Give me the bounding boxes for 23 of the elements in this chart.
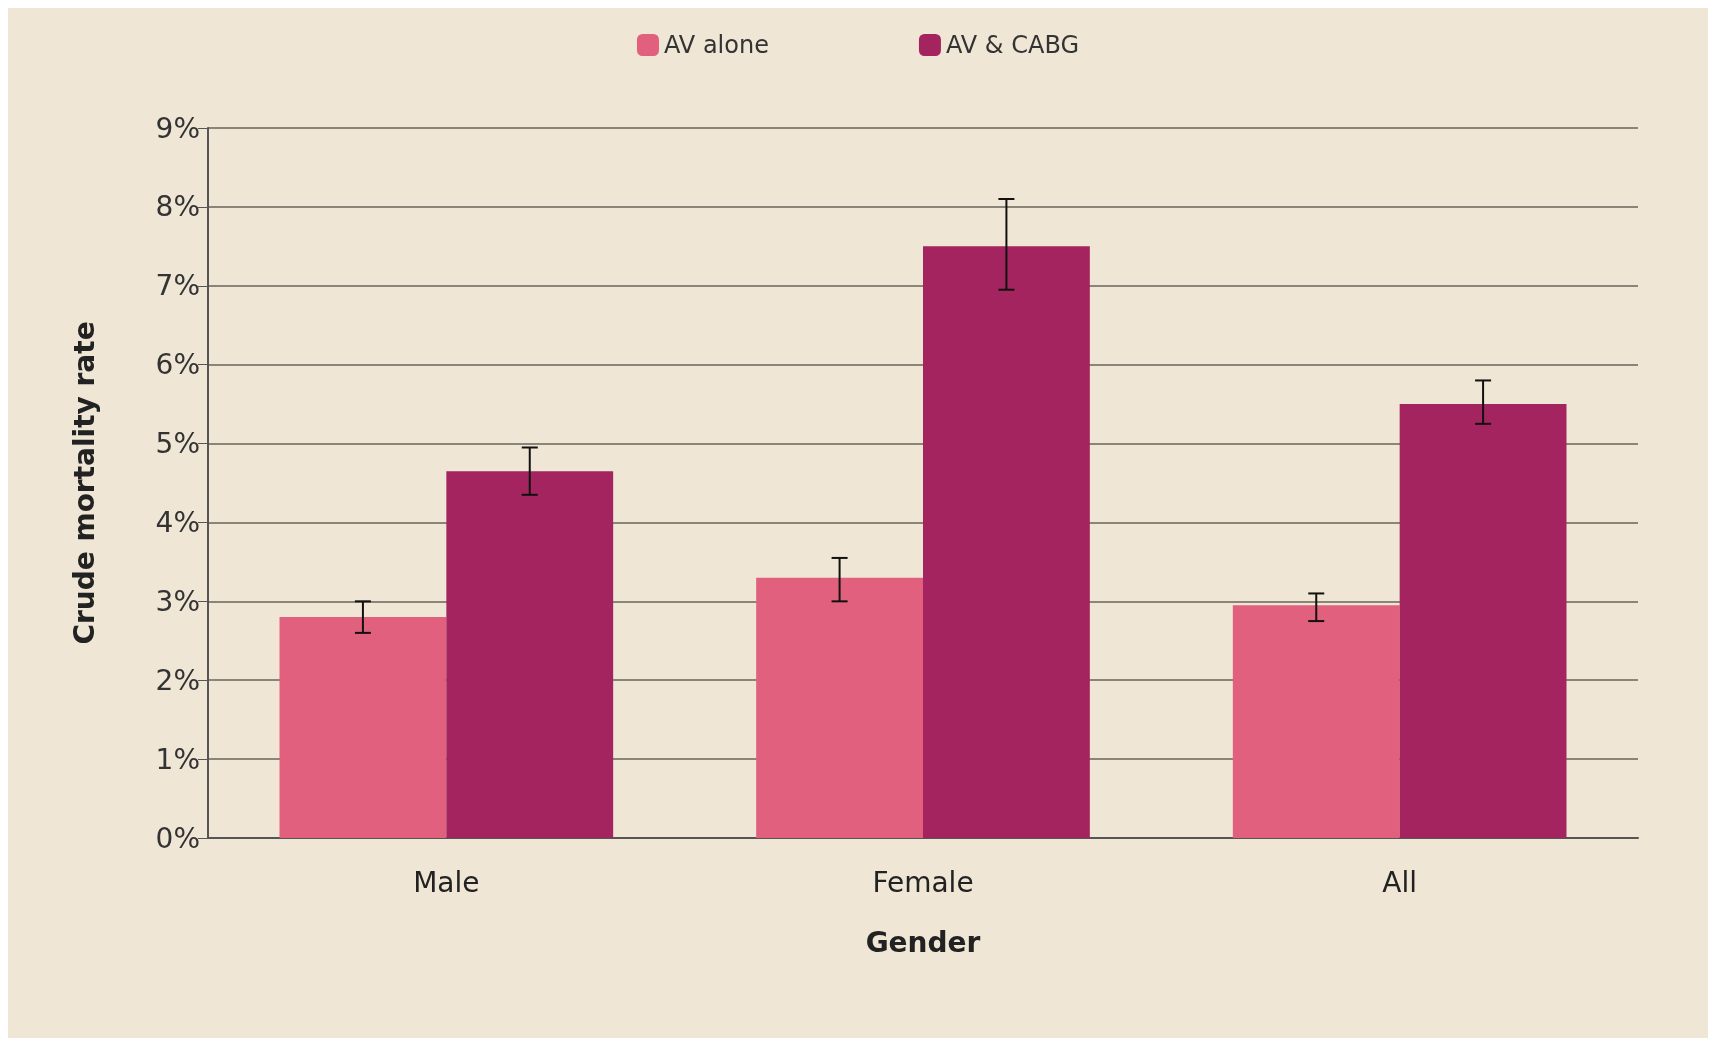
y-tick-label: 7%	[155, 269, 200, 303]
bar	[446, 471, 614, 838]
bar	[923, 246, 1090, 838]
y-tick-label: 6%	[155, 348, 200, 382]
y-axis-title: Crude mortality rate	[67, 321, 101, 645]
bar	[756, 577, 923, 838]
x-tick-label: All	[1382, 865, 1418, 899]
x-axis-title: Gender	[865, 925, 981, 959]
bar	[279, 617, 447, 838]
x-tick-label: Male	[413, 865, 480, 899]
y-tick-label: 4%	[155, 505, 200, 539]
y-tick-label: 0%	[155, 821, 200, 855]
y-tick-label: 5%	[155, 427, 200, 461]
y-tick-label: 9%	[155, 111, 200, 145]
y-tick-label: 1%	[155, 742, 200, 776]
y-tick-label: 2%	[155, 663, 200, 697]
legend-label: AV alone	[663, 31, 769, 59]
x-tick-label: Female	[872, 865, 974, 899]
y-tick-label: 3%	[155, 584, 200, 618]
bar	[1232, 605, 1400, 838]
y-tick-label: 8%	[155, 190, 200, 224]
bar	[1399, 404, 1567, 838]
legend-label: AV & CABG	[945, 31, 1080, 59]
